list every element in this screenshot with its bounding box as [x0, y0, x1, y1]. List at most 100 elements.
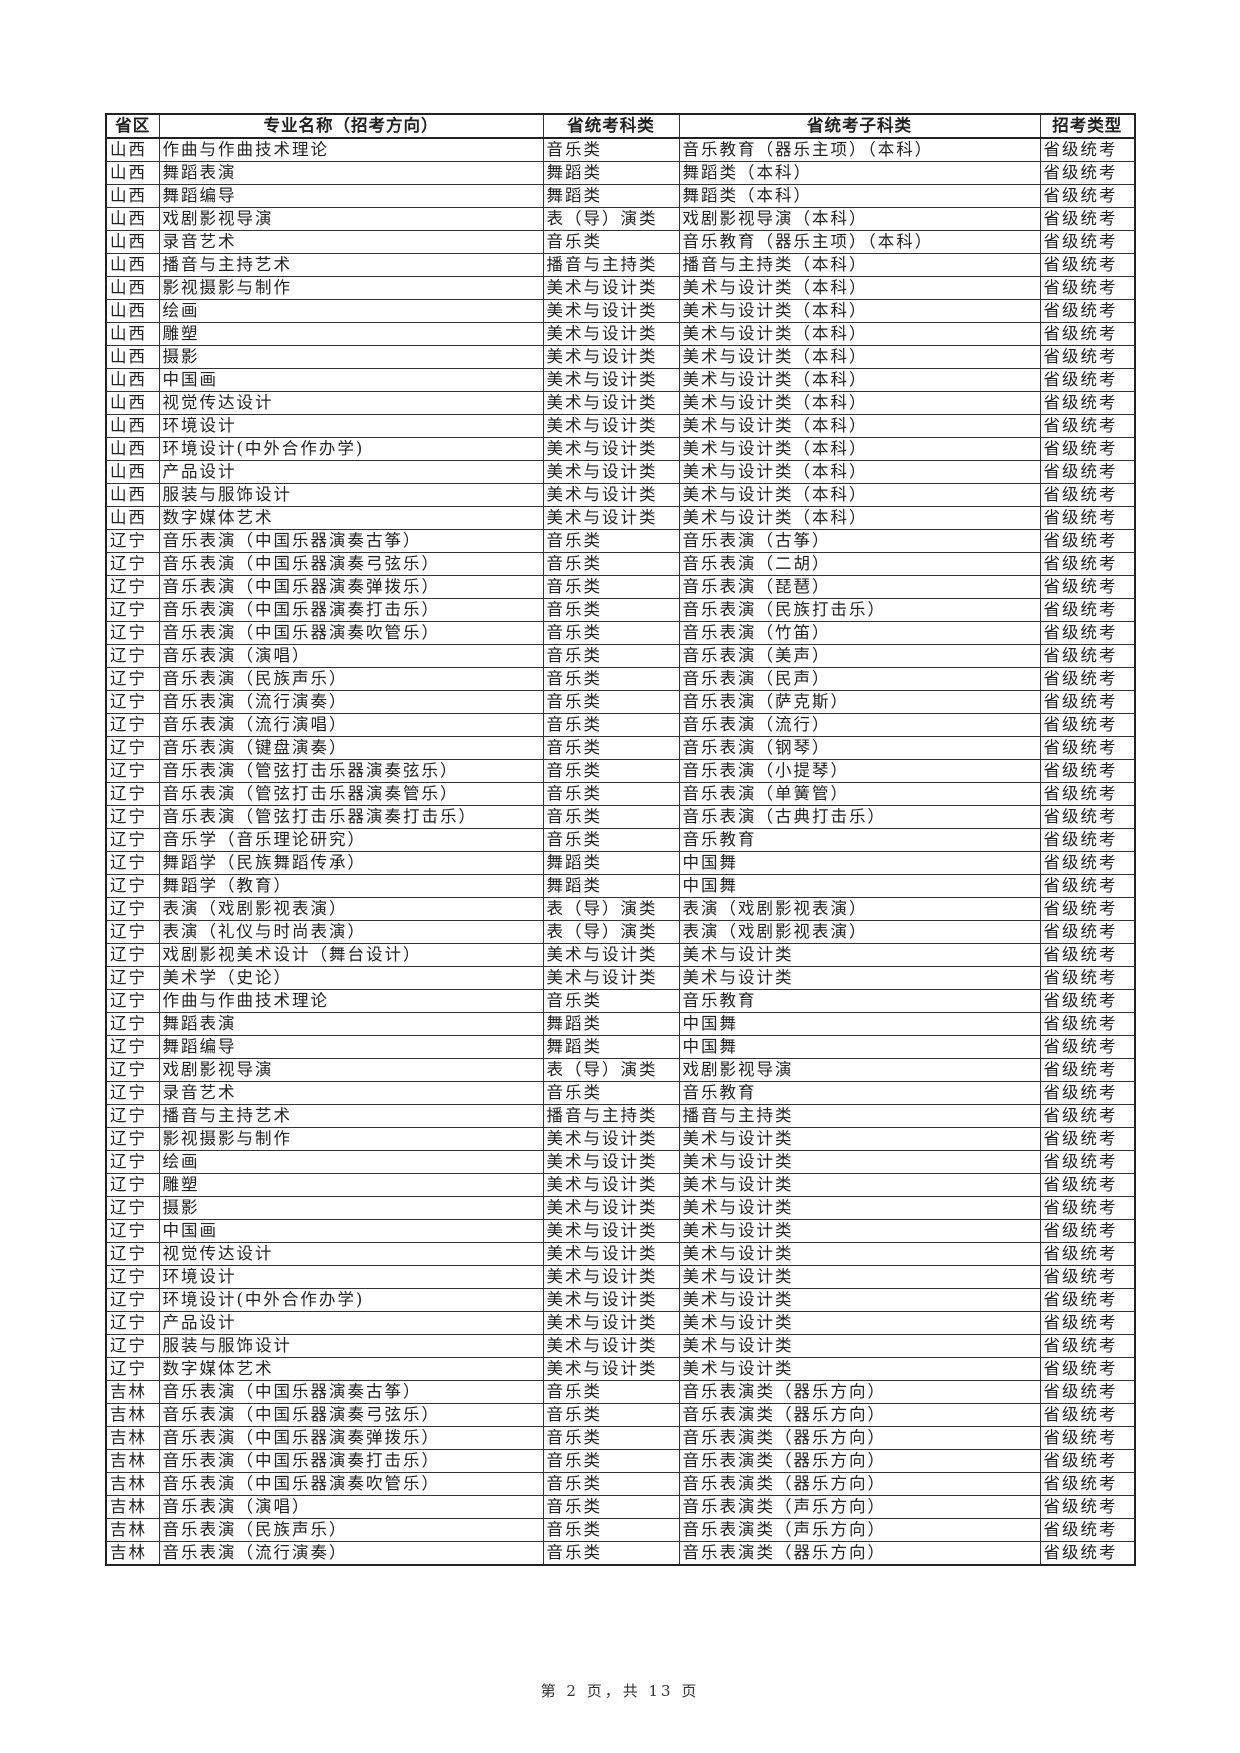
cell-major: 音乐表演（管弦打击乐器演奏打击乐） — [158, 805, 544, 829]
cell-exam-subcategory: 美术与设计类 — [678, 1242, 1041, 1266]
cell-major: 环境设计(中外合作办学) — [158, 1288, 544, 1312]
table-row: 辽宁 音乐表演（中国乐器演奏吹管乐） 音乐类 音乐表演（竹笛） 省级统考 — [105, 621, 1136, 645]
cell-admission-type: 省级统考 — [1039, 506, 1136, 530]
cell-exam-subcategory: 音乐表演（小提琴） — [678, 759, 1041, 783]
table-row: 辽宁 音乐表演（中国乐器演奏打击乐） 音乐类 音乐表演（民族打击乐） 省级统考 — [105, 598, 1136, 622]
cell-province: 辽宁 — [105, 989, 160, 1013]
cell-major: 环境设计 — [158, 414, 544, 438]
cell-major: 音乐表演（键盘演奏） — [158, 736, 544, 760]
cell-province: 辽宁 — [105, 1173, 160, 1197]
cell-major: 服装与服饰设计 — [158, 1334, 544, 1358]
cell-major: 音乐表演（管弦打击乐器演奏管乐） — [158, 782, 544, 806]
cell-exam-category: 美术与设计类 — [542, 345, 680, 369]
table-row: 辽宁 舞蹈学（民族舞蹈传承） 舞蹈类 中国舞 省级统考 — [105, 851, 1136, 875]
cell-exam-subcategory: 表演（戏剧影视表演） — [678, 920, 1041, 944]
cell-admission-type: 省级统考 — [1039, 1012, 1136, 1036]
cell-major: 音乐表演（民族声乐） — [158, 667, 544, 691]
cell-province: 辽宁 — [105, 713, 160, 737]
cell-exam-subcategory: 音乐表演（萨克斯） — [678, 690, 1041, 714]
cell-admission-type: 省级统考 — [1039, 1495, 1136, 1519]
cell-admission-type: 省级统考 — [1039, 1104, 1136, 1128]
cell-major: 戏剧影视美术设计（舞台设计） — [158, 943, 544, 967]
cell-admission-type: 省级统考 — [1039, 1518, 1136, 1542]
cell-major: 绘画 — [158, 1150, 544, 1174]
cell-exam-category: 美术与设计类 — [542, 1242, 680, 1266]
cell-major: 表演（礼仪与时尚表演） — [158, 920, 544, 944]
cell-major: 音乐表演（中国乐器演奏古筝） — [158, 1380, 544, 1404]
cell-exam-subcategory: 音乐表演类（声乐方向） — [678, 1495, 1041, 1519]
cell-exam-category: 美术与设计类 — [542, 943, 680, 967]
cell-province: 辽宁 — [105, 598, 160, 622]
cell-exam-category: 音乐类 — [542, 1081, 680, 1105]
cell-exam-category: 音乐类 — [542, 1472, 680, 1496]
cell-exam-subcategory: 音乐表演（钢琴） — [678, 736, 1041, 760]
table-row: 辽宁 音乐表演（管弦打击乐器演奏弦乐） 音乐类 音乐表演（小提琴） 省级统考 — [105, 759, 1136, 783]
cell-province: 辽宁 — [105, 805, 160, 829]
cell-exam-category: 音乐类 — [542, 1403, 680, 1427]
cell-exam-subcategory: 戏剧影视导演 — [678, 1058, 1041, 1082]
cell-exam-category: 舞蹈类 — [542, 161, 680, 185]
cell-admission-type: 省级统考 — [1039, 736, 1136, 760]
cell-exam-subcategory: 音乐表演类（器乐方向） — [678, 1380, 1041, 1404]
cell-province: 山西 — [105, 391, 160, 415]
cell-province: 辽宁 — [105, 1288, 160, 1312]
cell-exam-category: 美术与设计类 — [542, 414, 680, 438]
header-exam-category: 省统考科类 — [542, 113, 680, 139]
header-province: 省区 — [105, 113, 160, 139]
cell-admission-type: 省级统考 — [1039, 253, 1136, 277]
cell-exam-category: 舞蹈类 — [542, 1035, 680, 1059]
table-row: 山西 戏剧影视导演 表（导）演类 戏剧影视导演（本科） 省级统考 — [105, 207, 1136, 231]
cell-exam-subcategory: 美术与设计类 — [678, 943, 1041, 967]
cell-admission-type: 省级统考 — [1039, 184, 1136, 208]
cell-major: 录音艺术 — [158, 230, 544, 254]
table-row: 辽宁 雕塑 美术与设计类 美术与设计类 省级统考 — [105, 1173, 1136, 1197]
cell-province: 吉林 — [105, 1495, 160, 1519]
cell-exam-category: 音乐类 — [542, 575, 680, 599]
cell-exam-category: 美术与设计类 — [542, 368, 680, 392]
cell-exam-subcategory: 美术与设计类 — [678, 1219, 1041, 1243]
cell-exam-subcategory: 音乐表演（美声） — [678, 644, 1041, 668]
cell-admission-type: 省级统考 — [1039, 1288, 1136, 1312]
cell-major: 舞蹈表演 — [158, 1012, 544, 1036]
cell-exam-category: 美术与设计类 — [542, 460, 680, 484]
cell-exam-subcategory: 音乐教育 — [678, 989, 1041, 1013]
cell-exam-category: 表（导）演类 — [542, 207, 680, 231]
table-row: 辽宁 录音艺术 音乐类 音乐教育 省级统考 — [105, 1081, 1136, 1105]
cell-admission-type: 省级统考 — [1039, 1219, 1136, 1243]
cell-exam-subcategory: 中国舞 — [678, 851, 1041, 875]
cell-major: 表演（戏剧影视表演） — [158, 897, 544, 921]
cell-admission-type: 省级统考 — [1039, 1265, 1136, 1289]
cell-province: 山西 — [105, 414, 160, 438]
cell-admission-type: 省级统考 — [1039, 943, 1136, 967]
table-row: 辽宁 音乐学（音乐理论研究） 音乐类 音乐教育 省级统考 — [105, 828, 1136, 852]
cell-exam-subcategory: 音乐表演类（器乐方向） — [678, 1541, 1041, 1566]
cell-province: 山西 — [105, 368, 160, 392]
table-row: 辽宁 音乐表演（中国乐器演奏古筝） 音乐类 音乐表演（古筝） 省级统考 — [105, 529, 1136, 553]
table-row: 辽宁 数字媒体艺术 美术与设计类 美术与设计类 省级统考 — [105, 1357, 1136, 1381]
cell-admission-type: 省级统考 — [1039, 690, 1136, 714]
cell-province: 山西 — [105, 137, 160, 162]
cell-exam-subcategory: 美术与设计类 — [678, 1127, 1041, 1151]
cell-major: 音乐表演（中国乐器演奏古筝） — [158, 529, 544, 553]
table-row: 辽宁 绘画 美术与设计类 美术与设计类 省级统考 — [105, 1150, 1136, 1174]
table-row: 辽宁 美术学（史论） 美术与设计类 美术与设计类 省级统考 — [105, 966, 1136, 990]
cell-exam-category: 美术与设计类 — [542, 1219, 680, 1243]
cell-exam-subcategory: 音乐表演（二胡） — [678, 552, 1041, 576]
cell-admission-type: 省级统考 — [1039, 828, 1136, 852]
cell-exam-subcategory: 美术与设计类 — [678, 1311, 1041, 1335]
cell-admission-type: 省级统考 — [1039, 1081, 1136, 1105]
cell-exam-subcategory: 音乐表演类（器乐方向） — [678, 1472, 1041, 1496]
cell-exam-category: 表（导）演类 — [542, 897, 680, 921]
cell-major: 播音与主持艺术 — [158, 253, 544, 277]
cell-exam-category: 音乐类 — [542, 529, 680, 553]
table-row: 吉林 音乐表演（民族声乐） 音乐类 音乐表演类（声乐方向） 省级统考 — [105, 1518, 1136, 1542]
table-row: 山西 服装与服饰设计 美术与设计类 美术与设计类（本科） 省级统考 — [105, 483, 1136, 507]
cell-admission-type: 省级统考 — [1039, 897, 1136, 921]
cell-exam-subcategory: 音乐表演类（器乐方向） — [678, 1403, 1041, 1427]
cell-exam-subcategory: 美术与设计类（本科） — [678, 437, 1041, 461]
cell-exam-subcategory: 音乐表演（单簧管） — [678, 782, 1041, 806]
cell-major: 中国画 — [158, 368, 544, 392]
cell-major: 产品设计 — [158, 1311, 544, 1335]
cell-major: 录音艺术 — [158, 1081, 544, 1105]
header-admission-type: 招考类型 — [1039, 113, 1136, 139]
